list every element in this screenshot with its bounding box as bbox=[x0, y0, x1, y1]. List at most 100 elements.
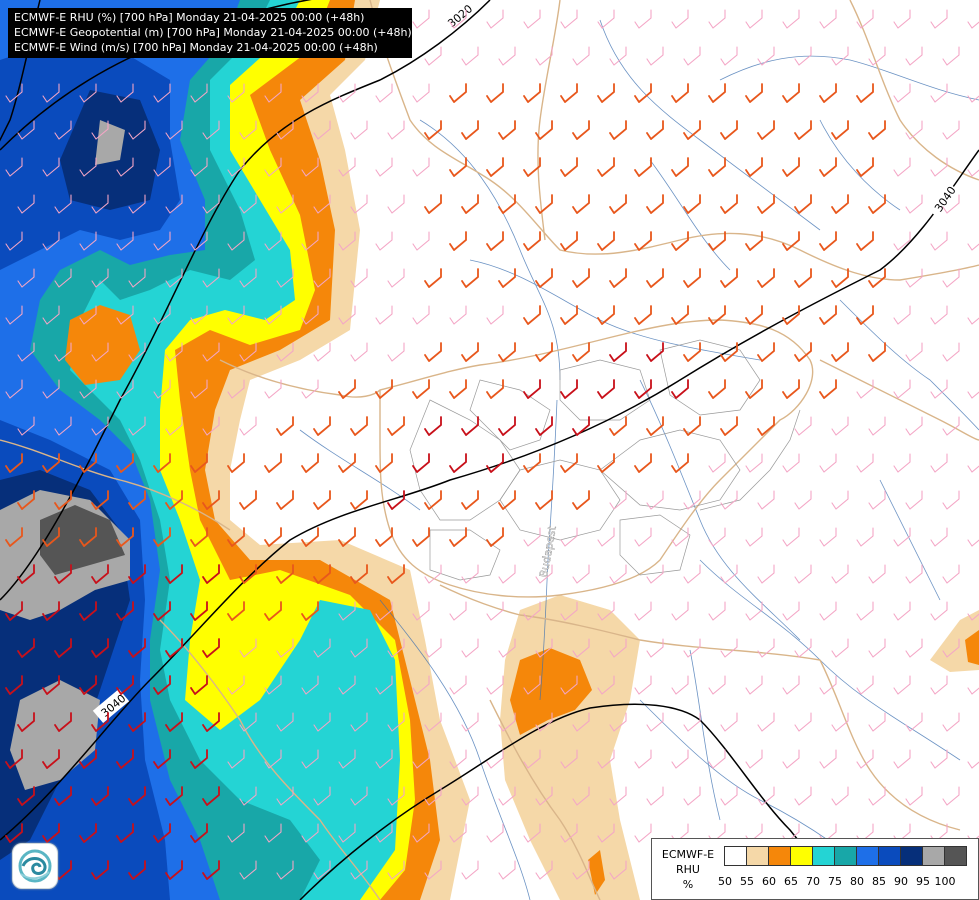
wind-barb bbox=[831, 712, 849, 732]
wind-barb bbox=[942, 416, 960, 436]
wind-barb bbox=[782, 527, 800, 547]
legend-tick-85: 85 bbox=[872, 875, 886, 888]
wind-barb bbox=[91, 194, 109, 214]
wind-barb bbox=[498, 46, 516, 66]
wind-barb bbox=[819, 601, 837, 621]
wind-barb bbox=[942, 638, 960, 658]
wind-barb bbox=[461, 786, 479, 806]
wind-barb bbox=[338, 823, 356, 843]
wind-barb bbox=[856, 157, 874, 177]
wind-barb bbox=[190, 601, 208, 621]
wind-barb bbox=[17, 786, 35, 806]
wind-barb bbox=[498, 860, 516, 880]
wind-barb bbox=[757, 268, 775, 288]
wind-barb bbox=[190, 527, 208, 547]
wind-barb bbox=[967, 613, 979, 621]
wind-barb bbox=[116, 83, 134, 103]
wind-barb bbox=[227, 675, 245, 695]
wind-barb bbox=[350, 860, 368, 880]
wind-barb bbox=[560, 749, 578, 769]
wind-barb bbox=[375, 157, 393, 177]
wind-barb bbox=[634, 749, 652, 769]
wind-barb bbox=[313, 786, 331, 806]
wind-barb bbox=[757, 120, 775, 140]
wind-barb bbox=[313, 342, 331, 362]
wind-barb bbox=[461, 564, 479, 584]
wind-barb bbox=[153, 527, 171, 547]
wind-barb bbox=[646, 342, 664, 362]
legend-swatch-70 bbox=[812, 846, 835, 866]
wind-barb bbox=[424, 46, 442, 66]
wind-barb bbox=[313, 564, 331, 584]
wind-barb bbox=[424, 416, 442, 436]
wind-barb bbox=[5, 157, 23, 177]
wind-barb bbox=[535, 564, 553, 584]
wind-barb bbox=[560, 823, 578, 843]
wind-barb bbox=[91, 786, 109, 806]
wind-barb bbox=[634, 675, 652, 695]
wind-barb bbox=[449, 157, 467, 177]
wind-barb bbox=[720, 490, 738, 510]
wind-barb bbox=[683, 786, 701, 806]
legend-swatch-90 bbox=[900, 846, 923, 866]
wind-barb bbox=[424, 342, 442, 362]
wind-barb bbox=[708, 9, 726, 29]
wind-barb bbox=[17, 416, 35, 436]
wind-barb bbox=[498, 638, 516, 658]
wind-barb bbox=[671, 231, 689, 251]
wind-barb bbox=[486, 9, 504, 29]
wind-barb bbox=[42, 305, 60, 325]
wind-barb bbox=[819, 83, 837, 103]
wind-barb bbox=[831, 638, 849, 658]
wind-barb bbox=[461, 490, 479, 510]
wind-barb bbox=[264, 601, 282, 621]
wind-barb bbox=[54, 786, 72, 806]
legend-tick-95: 95 bbox=[916, 875, 930, 888]
wind-barb bbox=[572, 860, 590, 880]
wind-barb bbox=[905, 712, 923, 732]
map-title-box: ECMWF-E RHU (%) [700 hPa] Monday 21-04-2… bbox=[8, 8, 412, 58]
wind-barb bbox=[523, 379, 541, 399]
wind-barb bbox=[597, 231, 615, 251]
wind-barb bbox=[560, 305, 578, 325]
legend-tick-100: 100 bbox=[934, 875, 956, 888]
legend-ticks: 50 55 60 65 70 75 80 85 90 95 100 bbox=[718, 875, 978, 889]
wind-barb bbox=[523, 231, 541, 251]
color-legend: ECMWF-E RHU % 50 55 60 65 70 75 80 85 90 95 100 bbox=[651, 838, 979, 900]
wind-barb bbox=[893, 9, 911, 29]
wind-barb bbox=[165, 416, 183, 436]
wind-barb bbox=[338, 527, 356, 547]
wind-barb bbox=[375, 823, 393, 843]
wind-barb bbox=[745, 453, 763, 473]
wind-barb bbox=[868, 46, 886, 66]
wind-barb bbox=[868, 490, 886, 510]
wind-barb bbox=[387, 564, 405, 584]
wind-barb bbox=[572, 268, 590, 288]
wind-barb bbox=[412, 305, 430, 325]
wind-barb bbox=[572, 786, 590, 806]
wind-barb bbox=[264, 157, 282, 177]
wind-barb bbox=[794, 120, 812, 140]
wind-barb bbox=[42, 675, 60, 695]
wind-barb bbox=[412, 157, 430, 177]
wind-barb bbox=[535, 194, 553, 214]
wind-barb bbox=[42, 601, 60, 621]
legend-tick-60: 60 bbox=[762, 875, 776, 888]
wind-barbs bbox=[5, 9, 979, 880]
wind-barb bbox=[794, 786, 812, 806]
wind-barb bbox=[239, 194, 257, 214]
wind-barb bbox=[905, 564, 923, 584]
wind-barb bbox=[116, 379, 134, 399]
wind-barb bbox=[153, 675, 171, 695]
wind-barb bbox=[313, 638, 331, 658]
wind-barb bbox=[486, 675, 504, 695]
rhu-field-southeast bbox=[500, 595, 979, 900]
wind-barb bbox=[609, 416, 627, 436]
rhu-band-60-se bbox=[510, 648, 592, 735]
wind-barb bbox=[165, 638, 183, 658]
wind-barb bbox=[868, 120, 886, 140]
wind-barb bbox=[5, 749, 23, 769]
legend-swatch-75 bbox=[834, 846, 857, 866]
